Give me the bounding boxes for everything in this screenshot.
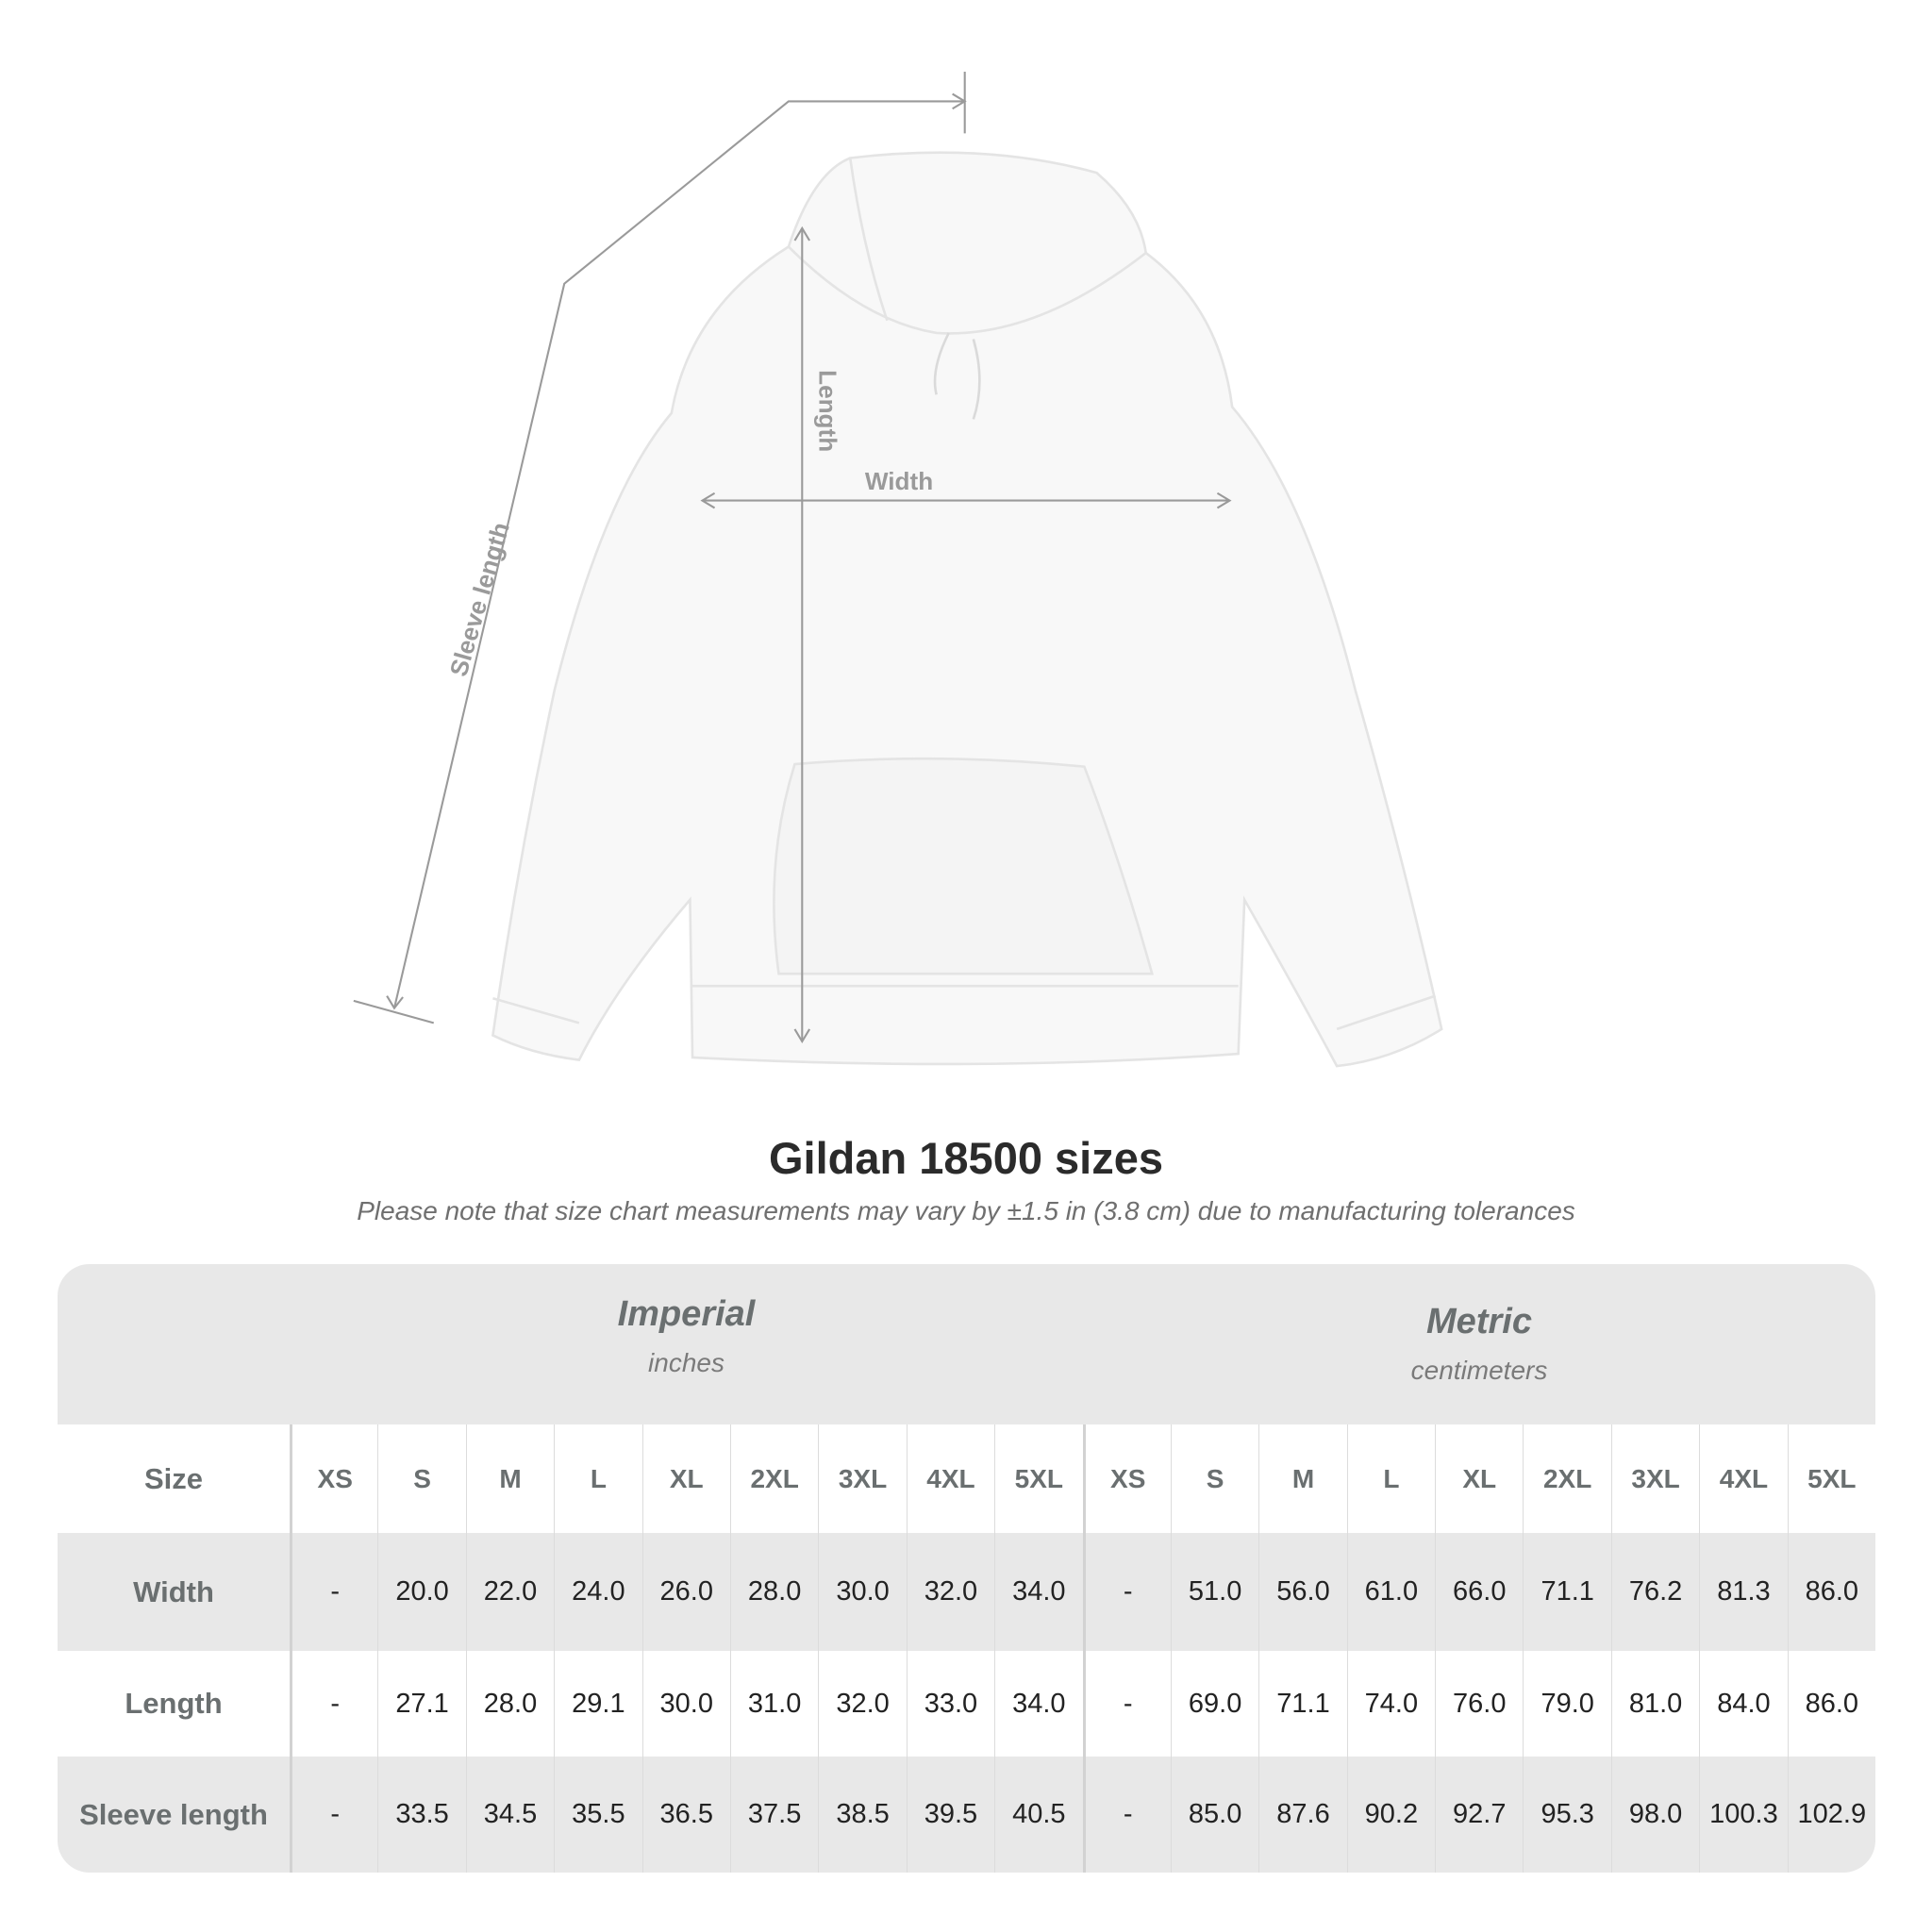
table-cell: 71.1	[1258, 1651, 1346, 1757]
page-title: Gildan 18500 sizes	[768, 1133, 1164, 1183]
table-row: Width -20.0 22.0 24.0 26.0 28.0 30.0 32.0 34.0-5…	[58, 1533, 1875, 1651]
row-label: Size	[143, 1461, 204, 1495]
table-cell: 38.5	[818, 1757, 906, 1873]
size-header-cell: 5XL	[994, 1424, 1082, 1533]
table-cell: 85.0	[1170, 1757, 1258, 1873]
table-cell: 26.0	[641, 1533, 730, 1651]
table-cell: 30.0	[641, 1651, 730, 1757]
size-header-cell: 5XL	[1787, 1424, 1875, 1533]
table-cell: 86.0	[1787, 1533, 1875, 1651]
table-cell: 30.0	[818, 1533, 906, 1651]
table-cell: -	[290, 1757, 377, 1873]
table-cell: 31.0	[729, 1651, 818, 1757]
row-label: Sleeve length	[79, 1797, 268, 1831]
table-cell: 36.5	[641, 1757, 730, 1873]
size-header-cell: 2XL	[1523, 1424, 1610, 1533]
size-header-cell: 3XL	[1610, 1424, 1699, 1533]
table-cell: 79.0	[1523, 1651, 1610, 1757]
sleeve-bottom-tick	[353, 999, 435, 1024]
table-cell: 34.5	[465, 1757, 554, 1873]
imperial-header: Imperial inches	[290, 1294, 1083, 1378]
imperial-unit: inches	[648, 1348, 724, 1377]
width-label: Width	[865, 467, 933, 495]
table-cell: 39.5	[906, 1757, 994, 1873]
table-cell: 27.1	[377, 1651, 465, 1757]
sleeve-length-line	[392, 100, 965, 1008]
table-cell: 74.0	[1346, 1651, 1435, 1757]
table-cell: 95.3	[1523, 1757, 1610, 1873]
table-cell: 98.0	[1610, 1757, 1699, 1873]
table-cell: 37.5	[729, 1757, 818, 1873]
table-cell: 28.0	[465, 1651, 554, 1757]
size-header-cell: M	[465, 1424, 554, 1533]
sleeve-length-label: Sleeve length	[444, 519, 515, 679]
imperial-title: Imperial	[617, 1294, 756, 1334]
size-header-cell: 2XL	[729, 1424, 818, 1533]
table-cell: -	[1082, 1651, 1171, 1757]
size-header-cell: L	[1346, 1424, 1435, 1533]
table-cell: 90.2	[1346, 1757, 1435, 1873]
metric-title: Metric	[1426, 1302, 1532, 1341]
size-table: Imperial inches Metric centimeters Size X…	[58, 1264, 1875, 1873]
table-row: Sleeve length -33.5 34.5 35.5 36.5 37.5 38.5 39…	[58, 1757, 1875, 1873]
size-header-cell: 4XL	[1699, 1424, 1787, 1533]
hoodie-measurement-diagram: Sleeve length Length Width	[353, 72, 1443, 1068]
table-cell: 69.0	[1170, 1651, 1258, 1757]
size-header-cell: L	[554, 1424, 641, 1533]
table-cell: -	[1082, 1757, 1171, 1873]
table-cell: -	[290, 1651, 377, 1757]
table-cell: 33.0	[906, 1651, 994, 1757]
size-header-cell: XS	[290, 1424, 377, 1533]
table-cell: 81.3	[1699, 1533, 1787, 1651]
size-header-cell: S	[377, 1424, 465, 1533]
table-cell: 28.0	[729, 1533, 818, 1651]
table-cell: -	[290, 1533, 377, 1651]
table-cell: 86.0	[1787, 1651, 1875, 1757]
size-header-row: Size XS S M L XL 2XL 3XL 4XL 5XL XS S M L XL 2XL 3XL 4XL 5…	[58, 1424, 1875, 1533]
table-cell: 20.0	[377, 1533, 465, 1651]
table-cell: 84.0	[1699, 1651, 1787, 1757]
size-header-cell: 4XL	[906, 1424, 994, 1533]
table-cell: 22.0	[465, 1533, 554, 1651]
table-cell: 34.0	[994, 1651, 1082, 1757]
size-header-cell: XS	[1082, 1424, 1171, 1533]
table-cell: 32.0	[818, 1651, 906, 1757]
table-cell: 102.9	[1787, 1757, 1875, 1873]
tolerance-note: Please note that size chart measurements…	[357, 1196, 1575, 1225]
size-header-cell: S	[1170, 1424, 1258, 1533]
size-header-cell: XL	[1435, 1424, 1523, 1533]
table-cell: 35.5	[554, 1757, 641, 1873]
row-label: Length	[125, 1687, 223, 1720]
table-cell: 61.0	[1346, 1533, 1435, 1651]
table-cell: 76.2	[1610, 1533, 1699, 1651]
table-cell: 71.1	[1523, 1533, 1610, 1651]
row-label: Width	[133, 1574, 214, 1608]
table-cell: 33.5	[377, 1757, 465, 1873]
size-header-cell: 3XL	[818, 1424, 906, 1533]
table-cell: 66.0	[1435, 1533, 1523, 1651]
length-label: Length	[814, 370, 842, 452]
metric-unit: centimeters	[1410, 1356, 1548, 1385]
table-cell: 81.0	[1610, 1651, 1699, 1757]
table-cell: 100.3	[1699, 1757, 1787, 1873]
table-cell: 34.0	[994, 1533, 1082, 1651]
table-cell: 87.6	[1258, 1757, 1346, 1873]
table-cell: 56.0	[1258, 1533, 1346, 1651]
table-cell: 76.0	[1435, 1651, 1523, 1757]
table-cell: 40.5	[994, 1757, 1082, 1873]
table-cell: 24.0	[554, 1533, 641, 1651]
table-row: Length -27.1 28.0 29.1 30.0 31.0 32.0 33.0 34.0-…	[58, 1651, 1875, 1757]
table-cell: 29.1	[554, 1651, 641, 1757]
size-header-cell: M	[1258, 1424, 1346, 1533]
table-cell: 32.0	[906, 1533, 994, 1651]
metric-header: Metric centimeters	[1083, 1302, 1875, 1386]
table-cell: -	[1082, 1533, 1171, 1651]
table-cell: 92.7	[1435, 1757, 1523, 1873]
hoodie-illustration	[491, 151, 1443, 1068]
size-header-cell: XL	[641, 1424, 730, 1533]
table-cell: 51.0	[1170, 1533, 1258, 1651]
measurement-lines	[353, 72, 1232, 1044]
